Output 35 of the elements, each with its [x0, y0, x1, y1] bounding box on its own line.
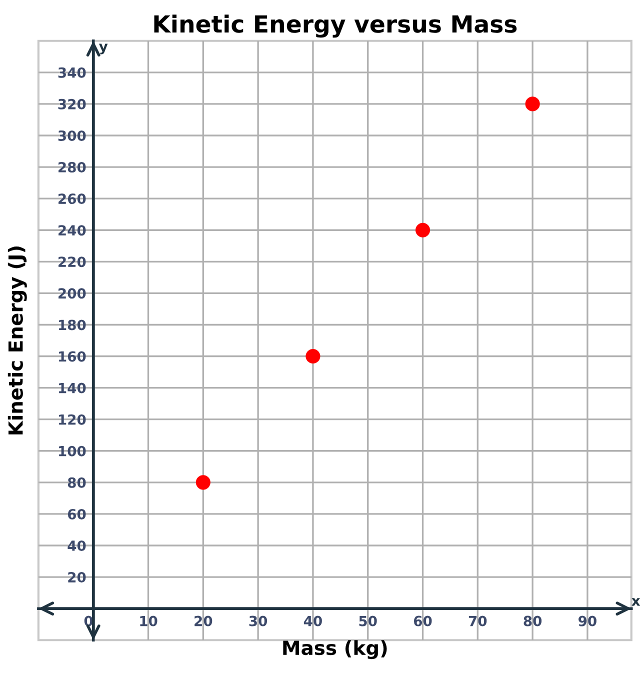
y-tick-label: 180 [58, 320, 86, 330]
y-tick-label: 300 [58, 130, 86, 141]
x-tick-label: 20 [194, 616, 212, 626]
y-tick-label: 20 [68, 572, 86, 583]
text: x [632, 598, 640, 606]
x-tick-label: 60 [414, 616, 432, 626]
x-tick-label: 80 [524, 616, 542, 626]
annotation: y [99, 44, 108, 54]
y-tick-label: 320 [58, 98, 86, 110]
y-tick-label: 100 [58, 446, 86, 456]
x-tick-label: 30 [249, 616, 268, 626]
y-tick-label: 160 [58, 351, 86, 362]
y-tick-label: 60 [68, 508, 86, 520]
x-tick-label: 10 [140, 616, 158, 626]
point [196, 475, 210, 490]
point [525, 96, 540, 112]
x-axis-title: Mass (kg) [283, 640, 387, 660]
chart-title: Kinetic Energy versus Mass [154, 14, 517, 38]
y-tick-label: 240 [58, 225, 86, 236]
y-tick-label: 140 [58, 382, 86, 394]
y-tick-label: 340 [58, 67, 86, 78]
x-tick-label: 40 [304, 616, 322, 626]
x-tick-label: 90 [578, 616, 596, 626]
x-tick-label: 50 [359, 616, 377, 626]
point [306, 348, 320, 364]
point [415, 222, 430, 238]
y-tick-label: 220 [58, 256, 86, 268]
y-tick-label: 120 [58, 414, 86, 425]
y-tick-label: 280 [58, 162, 86, 172]
y-axis-title: Kinetic Energy (J) [8, 246, 27, 434]
y-tick-label: 260 [58, 194, 86, 204]
y-tick-label: 80 [68, 477, 86, 488]
y-tick-label: 40 [68, 540, 86, 551]
x-tick-label: 70 [468, 616, 487, 626]
y-tick-label: 200 [58, 288, 86, 299]
